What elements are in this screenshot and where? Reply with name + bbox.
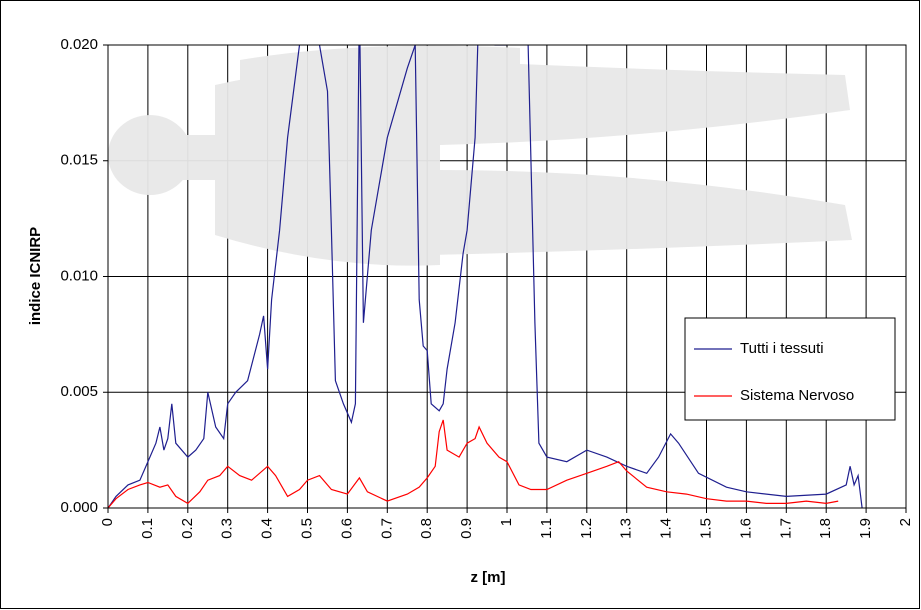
x-tick-label: 1.6	[737, 518, 754, 539]
y-tick-label: 0.005	[60, 383, 98, 400]
legend-label: Tutti i tessuti	[740, 340, 824, 357]
series-line	[108, 45, 863, 508]
y-tick-label: 0.020	[60, 36, 98, 53]
x-tick-label: 0.2	[179, 518, 196, 539]
series-line	[108, 419, 839, 508]
x-tick-label: 2	[897, 518, 914, 526]
y-axis-title: indice ICNIRP	[27, 227, 44, 325]
x-tick-label: 0.5	[298, 518, 315, 539]
x-tick-label: 0.1	[139, 518, 156, 539]
y-tick-label: 0.000	[60, 499, 98, 516]
y-tick-label: 0.015	[60, 152, 98, 169]
x-tick-label: 1	[498, 518, 515, 526]
x-tick-label: 0.8	[418, 518, 435, 539]
x-tick-label: 0.6	[338, 518, 355, 539]
x-axis-title: z [m]	[471, 569, 506, 586]
x-tick-label: 0	[99, 518, 116, 526]
x-tick-label: 1.5	[697, 518, 714, 539]
x-tick-label: 1.2	[578, 518, 595, 539]
x-tick-label: 1.3	[618, 518, 635, 539]
x-tick-label: 1.8	[817, 518, 834, 539]
legend	[684, 317, 896, 421]
x-tick-label: 0.4	[259, 518, 276, 539]
body-silhouette	[108, 45, 852, 266]
x-tick-label: 1.4	[658, 518, 675, 539]
x-tick-label: 0.3	[219, 518, 236, 539]
x-tick-label: 1.1	[538, 518, 555, 539]
x-tick-label: 1.9	[857, 518, 874, 539]
legend-label: Sistema Nervoso	[740, 387, 854, 404]
x-tick-label: 0.7	[378, 518, 395, 539]
x-tick-label: 1.7	[777, 518, 794, 539]
x-tick-label: 0.9	[458, 518, 475, 539]
y-tick-label: 0.010	[60, 267, 98, 284]
lines	[108, 45, 863, 508]
